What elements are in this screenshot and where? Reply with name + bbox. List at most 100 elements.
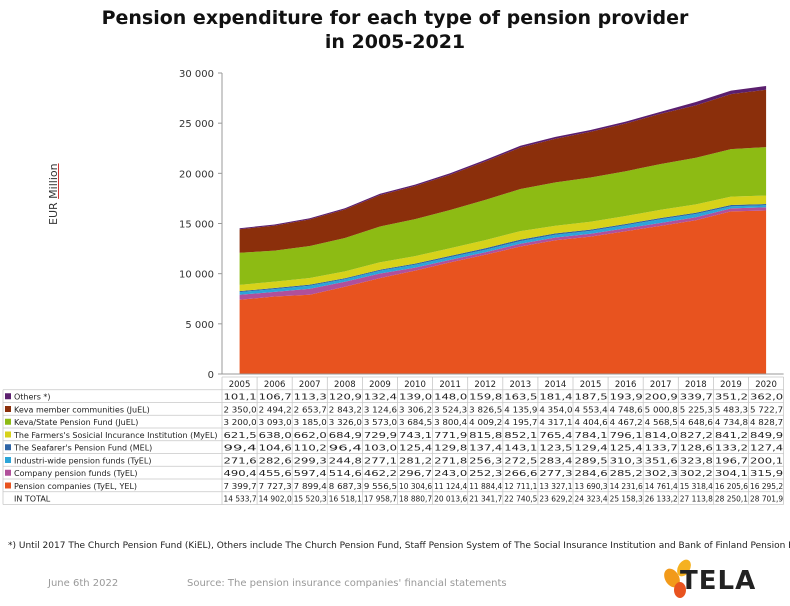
table-cell: 362,0 — [750, 393, 783, 402]
x-tick-label: 2013 — [510, 380, 532, 390]
table-cell: 133,2 — [715, 444, 748, 453]
legend-swatch — [5, 457, 11, 463]
legend-label: Company pension funds (TyEL) — [14, 469, 137, 478]
table-cell: 5 225,3 — [680, 405, 713, 414]
area-chart: 0 5 000 10 000 15 000 20 000 25 000 30 000 — [179, 69, 784, 381]
table-cell: 13 327,1 — [539, 482, 572, 491]
table-cell: 827,2 — [680, 431, 713, 440]
table-cell: 743,1 — [399, 431, 432, 440]
table-cell: 3 093,0 — [259, 418, 292, 427]
table-cell: 852,1 — [504, 431, 537, 440]
chart-title: Pension expenditure for each type of pen… — [0, 6, 790, 54]
table-cell: 296,7 — [399, 469, 432, 478]
table-cell: 7 399,7 — [224, 482, 257, 491]
table-cell: 96,4 — [329, 444, 362, 453]
table-cell: 5 722,7 — [750, 405, 783, 414]
table-cell: 16 295,2 — [750, 482, 783, 491]
tela-logo-icon — [664, 559, 691, 598]
footnote: *) Until 2017 The Church Pension Fund (K… — [8, 541, 790, 551]
title-line-1: Pension expenditure for each type of pen… — [101, 7, 689, 29]
total-cell: 21 341,7 — [469, 495, 502, 504]
y-tick-label: 30 000 — [179, 69, 214, 80]
table-cell: 271,6 — [224, 456, 257, 465]
legend-swatch — [5, 482, 11, 489]
table-cell: 244,8 — [329, 456, 362, 465]
table-cell: 283,4 — [539, 456, 572, 465]
table-cell: 3 124,6 — [364, 405, 397, 414]
table-cell: 684,9 — [329, 431, 362, 440]
total-cell: 16 518,1 — [329, 495, 362, 504]
table-cell: 14 761,4 — [645, 482, 678, 491]
table-cell: 281,2 — [399, 456, 432, 465]
table-cell: 110,2 — [294, 444, 327, 453]
area-series-4 — [239, 195, 767, 292]
area-series-6 — [239, 89, 767, 253]
total-cell: 24 323,4 — [575, 495, 608, 504]
table-cell: 200,1 — [750, 456, 783, 465]
table-cell: 638,0 — [259, 431, 292, 440]
table-cell: 181,4 — [539, 393, 572, 402]
total-cell: 28 250,1 — [715, 495, 748, 504]
table-cell: 2 653,7 — [294, 405, 327, 414]
legend-label: The Seafarer's Pension Fund (MEL) — [13, 444, 152, 453]
legend-swatch — [5, 418, 11, 425]
table-cell: 200,9 — [645, 393, 678, 402]
table-cell: 304,1 — [715, 469, 748, 478]
table-cell: 7 727,3 — [259, 482, 292, 491]
table-cell: 129,4 — [575, 444, 608, 453]
table-cell: 4 553,4 — [575, 405, 608, 414]
legend-label: Industri-wide pension funds (TyEL) — [14, 456, 151, 465]
table-cell: 3 800,4 — [434, 418, 467, 427]
table-cell: 351,6 — [645, 456, 678, 465]
total-cell: 17 958,7 — [364, 495, 397, 504]
footer-source: Source: The pension insurance companies'… — [187, 578, 507, 589]
table-cell: 289,5 — [575, 456, 608, 465]
table-cell: 271,8 — [434, 456, 467, 465]
table-cell: 3 200,0 — [224, 418, 257, 427]
table-cell: 621,5 — [224, 431, 257, 440]
table-cell: 299,3 — [294, 456, 327, 465]
table-cell: 5 483,3 — [715, 405, 748, 414]
area-series-5 — [239, 147, 767, 285]
total-cell: 23 629,2 — [539, 495, 572, 504]
table-cell: 13 690,3 — [575, 482, 608, 491]
logo-text: TELA — [680, 566, 757, 596]
table-cell: 11 124,4 — [434, 482, 467, 491]
table-cell: 8 687,3 — [329, 482, 362, 491]
table-cell: 310,3 — [610, 456, 643, 465]
legend-swatch — [5, 406, 11, 412]
table-cell: 11 884,4 — [469, 482, 502, 491]
table-cell: 3 185,0 — [294, 418, 327, 427]
x-tick-label: 2009 — [369, 380, 391, 390]
table-cell: 127,4 — [750, 444, 783, 453]
total-row-label: IN TOTAL — [14, 495, 51, 504]
table-cell: 455,6 — [259, 469, 292, 478]
table-cell: 3 306,2 — [399, 405, 432, 414]
table-cell: 339,7 — [680, 393, 713, 402]
total-cell: 27 113,8 — [680, 495, 713, 504]
table-cell: 4 009,2 — [469, 418, 502, 427]
table-cell: 277,3 — [539, 469, 572, 478]
table-cell: 302,3 — [645, 469, 678, 478]
legend-swatch — [5, 431, 11, 438]
table-cell: 99,4 — [224, 444, 257, 453]
total-cell: 22 740,5 — [504, 495, 537, 504]
table-cell: 277,1 — [364, 456, 397, 465]
x-tick-label: 2015 — [580, 380, 602, 390]
table-cell: 3 573,0 — [364, 418, 397, 427]
x-tick-label: 2017 — [650, 380, 672, 390]
table-cell: 4 135,9 — [504, 405, 537, 414]
table-cell: 7 899,4 — [294, 482, 327, 491]
table-cell: 315,9 — [750, 469, 783, 478]
y-tick-label: 10 000 — [179, 270, 214, 281]
total-cell: 28 701,9 — [750, 495, 783, 504]
data-table: 2005 2006 2007 2008 2009 2010 2011 2012 2013 2014… — [2, 376, 784, 505]
table-cell: 2 494,2 — [259, 405, 292, 414]
legend-label: Pension companies (TyEL, YEL) — [14, 482, 137, 491]
table-cell: 272,5 — [504, 456, 537, 465]
total-cell: 18 880,7 — [399, 495, 432, 504]
total-cell: 26 133,2 — [645, 495, 678, 504]
table-cell: 302,2 — [680, 469, 713, 478]
table-cell: 3 826,5 — [469, 405, 502, 414]
table-cell: 282,6 — [259, 456, 292, 465]
